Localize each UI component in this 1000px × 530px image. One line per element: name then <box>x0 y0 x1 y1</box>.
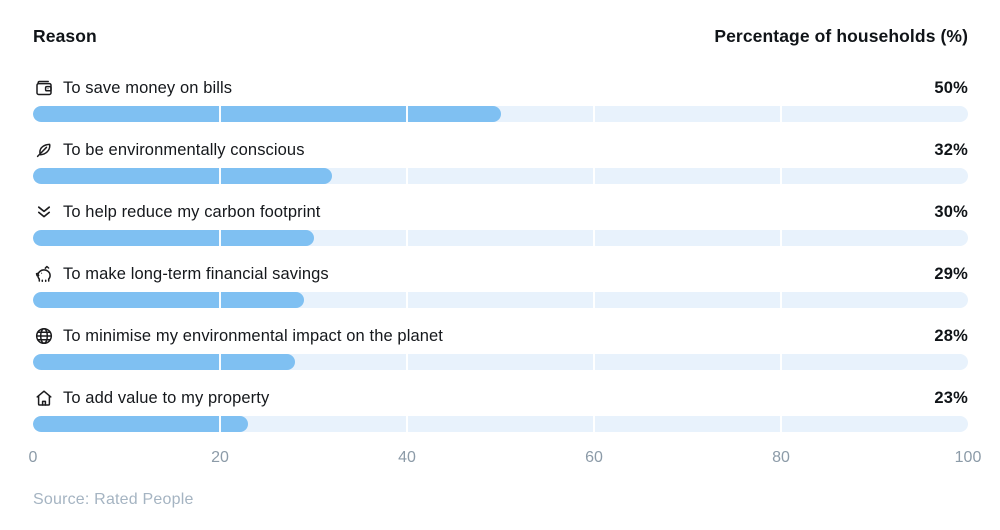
bar-fill <box>33 416 249 432</box>
x-axis-tick-40: 40 <box>398 449 416 466</box>
leaf-icon <box>33 140 54 161</box>
x-axis-tick-60: 60 <box>585 449 603 466</box>
bar-row-header: To save money on bills 50% <box>33 77 968 99</box>
gridline-40 <box>406 416 408 432</box>
bar-value-label: 32% <box>934 140 968 159</box>
bar-row-header: To be environmentally conscious 32% <box>33 139 968 161</box>
x-axis-tick-100: 100 <box>954 449 982 466</box>
gridline-80 <box>780 354 782 370</box>
bar-track <box>33 168 968 184</box>
gridline-40 <box>406 106 408 122</box>
chevrons-down-icon <box>33 202 54 223</box>
bar-fill <box>33 292 305 308</box>
bar-category-label: To save money on bills <box>63 78 233 97</box>
x-axis: 0 20 40 60 80 100 <box>29 449 982 467</box>
x-axis-tick-80: 80 <box>772 449 790 466</box>
bar-value-label: 29% <box>934 264 968 283</box>
bar-row-header: To add value to my property 23% <box>33 387 968 409</box>
bar-fill <box>33 106 501 122</box>
piggy-bank-icon <box>33 264 54 285</box>
chart-header: Reason Percentage of households (%) <box>33 26 968 48</box>
gridline-40 <box>406 230 408 246</box>
gridline-40 <box>406 168 408 184</box>
bar-value-label: 28% <box>934 326 968 345</box>
gridline-80 <box>780 168 782 184</box>
bar-row: To minimise my environmental impact on t… <box>33 325 968 370</box>
bar-fill <box>33 354 295 370</box>
gridline-60 <box>593 292 595 308</box>
bar-value-label: 30% <box>934 202 968 221</box>
gridline-80 <box>780 230 782 246</box>
x-axis-tick-20: 20 <box>211 449 229 466</box>
wallet-icon <box>33 78 54 99</box>
gridline-40 <box>406 354 408 370</box>
bar-row-header: To make long-term financial savings 29% <box>33 263 968 285</box>
gridline-60 <box>593 106 595 122</box>
gridline-80 <box>780 106 782 122</box>
bar-fill <box>33 230 314 246</box>
bar-row: To add value to my property 23% <box>33 387 968 432</box>
gridline-20 <box>219 354 221 370</box>
bar-category-label: To minimise my environmental impact on t… <box>63 326 443 345</box>
gridline-60 <box>593 230 595 246</box>
globe-icon <box>33 326 54 347</box>
gridline-80 <box>780 292 782 308</box>
source-credit: Source: Rated People <box>33 491 194 508</box>
bar-category-label: To make long-term financial savings <box>63 264 329 283</box>
bar-category-label: To be environmentally conscious <box>63 140 305 159</box>
bar-chart: Reason Percentage of households (%) To s… <box>29 26 982 508</box>
bar-row: To be environmentally conscious 32% <box>33 139 968 184</box>
bar-track <box>33 106 968 122</box>
gridline-60 <box>593 354 595 370</box>
bar-row-header: To minimise my environmental impact on t… <box>33 325 968 347</box>
gridline-20 <box>219 168 221 184</box>
bar-track <box>33 230 968 246</box>
bar-category-label: To add value to my property <box>63 388 270 407</box>
bar-row: To help reduce my carbon footprint 30% <box>33 201 968 246</box>
bar-track <box>33 416 968 432</box>
bar-category-label: To help reduce my carbon footprint <box>63 202 321 221</box>
home-icon <box>33 388 54 409</box>
gridline-20 <box>219 106 221 122</box>
bar-fill <box>33 168 333 184</box>
bar-track <box>33 354 968 370</box>
gridline-20 <box>219 292 221 308</box>
gridline-40 <box>406 292 408 308</box>
x-axis-tick-0: 0 <box>28 449 38 466</box>
gridline-80 <box>780 416 782 432</box>
gridline-20 <box>219 230 221 246</box>
gridline-60 <box>593 168 595 184</box>
y-axis-title: Reason <box>33 26 97 46</box>
bar-row: To save money on bills 50% <box>33 77 968 122</box>
bar-track <box>33 292 968 308</box>
bar-row: To make long-term financial savings 29% <box>33 263 968 308</box>
bar-rows: To save money on bills 50% To be environ… <box>33 77 968 432</box>
bar-row-header: To help reduce my carbon footprint 30% <box>33 201 968 223</box>
x-axis-title: Percentage of households (%) <box>714 26 968 46</box>
gridline-60 <box>593 416 595 432</box>
bar-value-label: 50% <box>934 78 968 97</box>
gridline-20 <box>219 416 221 432</box>
bar-value-label: 23% <box>934 388 968 407</box>
